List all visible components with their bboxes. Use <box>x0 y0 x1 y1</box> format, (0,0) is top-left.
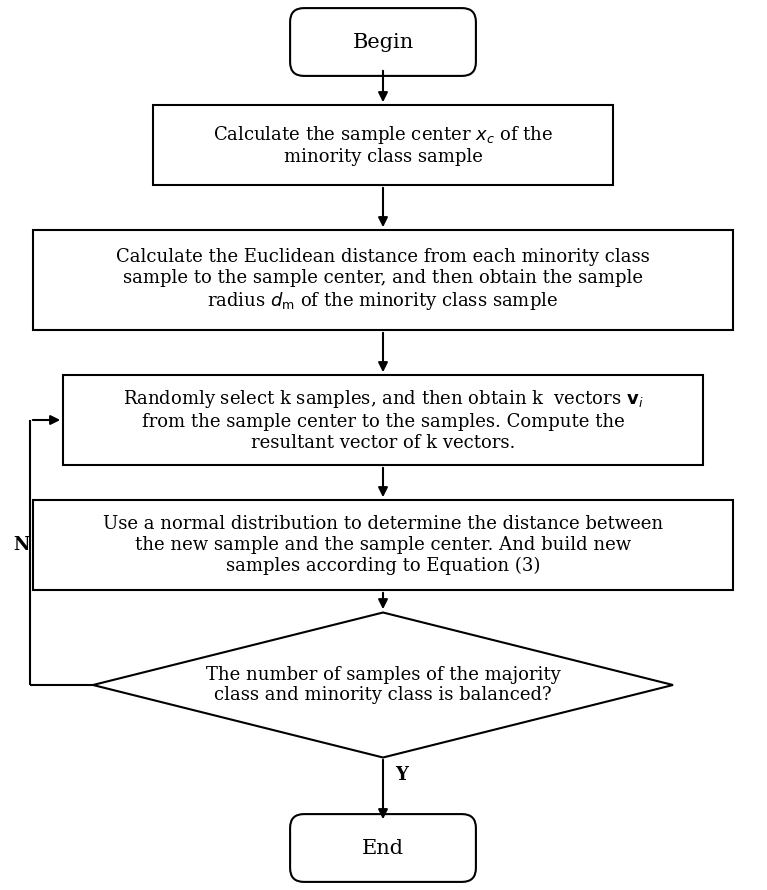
Text: Use a normal distribution to determine the distance between
the new sample and t: Use a normal distribution to determine t… <box>103 515 663 575</box>
Text: Calculate the Euclidean distance from each minority class
sample to the sample c: Calculate the Euclidean distance from ea… <box>116 248 650 312</box>
FancyBboxPatch shape <box>290 8 476 76</box>
Polygon shape <box>93 612 673 757</box>
Text: Begin: Begin <box>352 33 413 52</box>
Text: The number of samples of the majority
class and minority class is balanced?: The number of samples of the majority cl… <box>206 666 561 704</box>
Text: Randomly select k samples, and then obtain k  vectors $\mathbf{v}_i$
from the sa: Randomly select k samples, and then obta… <box>123 388 644 452</box>
Bar <box>33 500 733 590</box>
Text: End: End <box>362 838 404 857</box>
Bar <box>33 230 733 330</box>
Text: N: N <box>14 536 30 554</box>
Text: Y: Y <box>395 766 408 784</box>
FancyBboxPatch shape <box>290 814 476 882</box>
Bar <box>153 105 613 185</box>
Text: Calculate the sample center $x_c$ of the
minority class sample: Calculate the sample center $x_c$ of the… <box>213 124 553 166</box>
Bar <box>63 375 703 465</box>
